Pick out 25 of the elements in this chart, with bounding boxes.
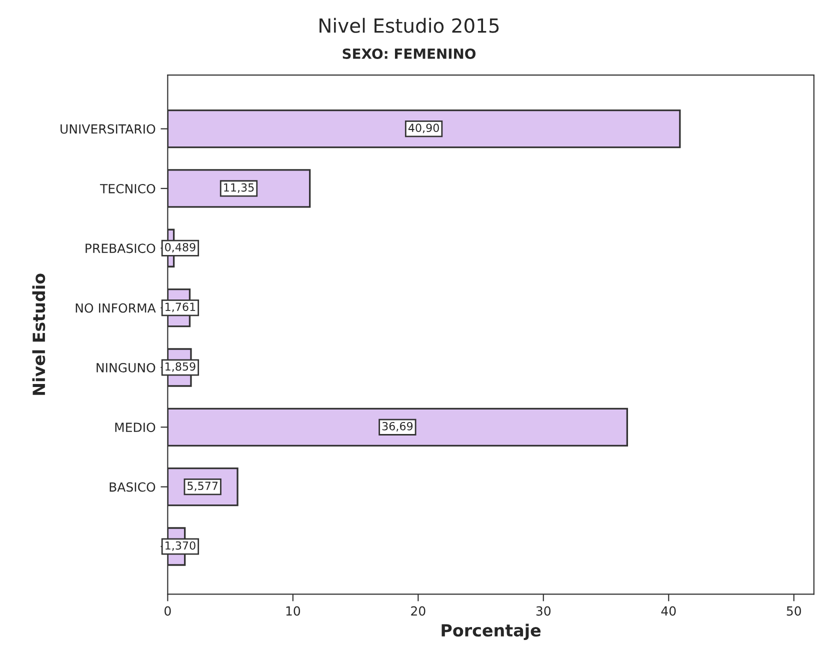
x-tick-label: 0 xyxy=(164,606,171,616)
data-label: 11,35 xyxy=(224,183,254,193)
x-tick-label: 50 xyxy=(786,606,801,616)
data-label: 40,90 xyxy=(408,124,439,134)
data-label: 1,761 xyxy=(166,302,196,312)
y-tick-label: UNIVERSITARIO xyxy=(60,124,156,134)
data-label: 0,489 xyxy=(165,242,196,252)
y-tick-label: PREBASICO xyxy=(86,244,156,254)
x-axis-title: Porcentaje xyxy=(442,624,541,640)
data-label: 5,577 xyxy=(188,482,218,492)
chart-title: Nivel Estudio 2015 xyxy=(320,18,499,33)
x-tick-label: 20 xyxy=(411,606,426,616)
x-tick-label: 10 xyxy=(286,606,300,616)
y-tick-label: NINGUNO xyxy=(96,362,156,372)
data-label: 1,859 xyxy=(166,362,196,372)
x-tick-label: 30 xyxy=(536,606,551,616)
y-tick-label: BASICO xyxy=(110,482,156,492)
y-tick-label: NO INFORMA xyxy=(76,303,156,313)
chart-subtitle: SEXO: FEMENINO xyxy=(342,48,476,59)
y-tick-label: MEDIO xyxy=(115,422,156,432)
data-label: 36,69 xyxy=(382,422,413,432)
y-tick-label: TECNICO xyxy=(100,184,156,194)
x-tick-label: 40 xyxy=(661,606,676,616)
y-axis-title: Nivel Estudio xyxy=(32,274,46,395)
data-label: 1,370 xyxy=(166,541,196,551)
